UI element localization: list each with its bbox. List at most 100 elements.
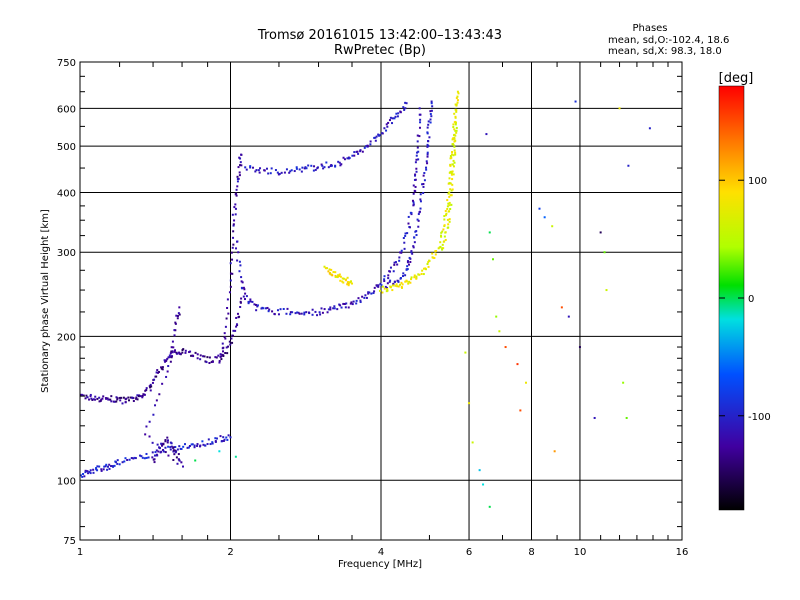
o-mode-point [153,379,155,381]
o-mode-point [116,398,118,400]
o-mode-point [404,248,406,250]
o-mode-point [417,158,419,160]
o-mode-point [240,164,242,166]
o-mode-point [90,469,92,471]
o-mode-point [184,443,186,445]
o-mode-point [430,113,432,115]
o-mode-point [246,295,248,297]
x-mode-point [398,286,400,288]
scatter-point [627,165,629,167]
o-mode-point [146,387,148,389]
x-mode-point [401,286,403,288]
o-mode-point [387,122,389,124]
x-mode-point [453,160,455,162]
o-mode-point [175,451,177,453]
x-mode-point [455,123,457,125]
x-mode-point [382,286,384,288]
o-mode-point [402,275,404,277]
o-mode-point [125,401,127,403]
o-mode-point [158,393,160,395]
o-mode-point [84,471,86,473]
o-mode-point [154,404,156,406]
scatter-point [489,231,491,233]
x-mode-point [407,283,409,285]
o-mode-point [406,265,408,267]
o-mode-point [386,126,388,128]
o-mode-point [219,360,221,362]
x-tick-label: 6 [466,547,472,558]
o-mode-point [314,311,316,313]
o-mode-point [178,312,180,314]
o-mode-point [313,165,315,167]
o-mode-point [251,301,253,303]
o-mode-point [227,298,229,300]
o-mode-point [377,284,379,286]
o-mode-point [430,118,432,120]
o-mode-point [235,213,237,215]
o-mode-point [232,244,234,246]
o-mode-point [414,175,416,177]
scatter-point [468,402,470,404]
o-mode-point [159,447,161,449]
o-mode-point [344,158,346,160]
o-mode-point [179,460,181,462]
o-mode-point [351,155,353,157]
o-mode-point [401,250,403,252]
o-mode-point [95,467,97,469]
o-mode-point [225,326,227,328]
o-mode-point [233,223,235,225]
scatter-point [498,330,500,332]
x-mode-point [402,283,404,285]
x-mode-point [452,126,454,128]
o-mode-point [325,162,327,164]
o-mode-point [422,183,424,185]
o-mode-point [149,421,151,423]
o-mode-point [415,161,417,163]
x-mode-point [335,276,337,278]
scatter-point [482,483,484,485]
x-mode-point [454,162,456,164]
o-mode-point [94,396,96,398]
scatter-point [619,107,621,109]
o-mode-point [385,130,387,132]
x-mode-point [392,284,394,286]
o-mode-point [161,383,163,385]
o-mode-point [226,439,228,441]
o-mode-point [199,445,201,447]
o-mode-point [257,304,259,306]
o-mode-point [350,301,352,303]
x-mode-point [406,280,408,282]
o-mode-point [324,308,326,310]
o-mode-point [110,465,112,467]
x-mode-point [452,170,454,172]
o-mode-point [357,153,359,155]
o-mode-point [319,313,321,315]
o-mode-point [266,168,268,170]
o-mode-point [240,154,242,156]
o-mode-point [199,358,201,360]
o-mode-point [395,261,397,263]
x-mode-point [433,257,435,259]
y-tick-label: 200 [57,332,76,343]
o-mode-point [135,397,137,399]
x-mode-point [453,113,455,115]
axis-ticks: 1 2 4 6 8 10 1675100200300400500600750 [57,58,688,558]
x-tick-label: 8 [528,547,534,558]
o-mode-point [154,461,156,463]
scatter-point [579,346,581,348]
x-mode-point [451,174,453,176]
o-mode-point [117,459,119,461]
o-mode-point [165,451,167,453]
o-mode-point [235,208,237,210]
o-mode-point [170,356,172,358]
x-mode-point [379,290,381,292]
x-mode-point [348,284,350,286]
o-mode-point [329,306,331,308]
o-mode-point [220,353,222,355]
o-mode-point [174,349,176,351]
x-mode-point [326,267,328,269]
data-points [78,91,651,508]
o-mode-point [420,208,422,210]
x-tick-label: 2 [227,547,233,558]
chart-title: Tromsø 20161015 13:42:00–13:43:43 [257,28,502,43]
